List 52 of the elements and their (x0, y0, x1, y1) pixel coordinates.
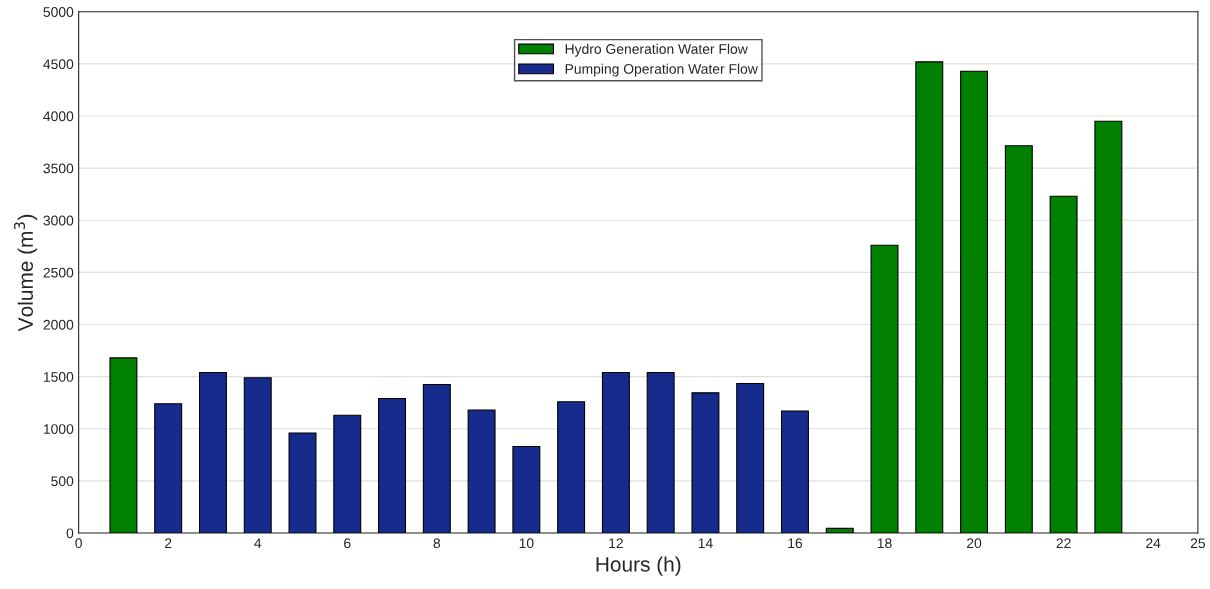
bar (467, 409, 496, 534)
bar (422, 383, 451, 534)
bar (915, 61, 944, 534)
x-tick-label: 16 (788, 538, 803, 549)
bar (512, 445, 541, 534)
x-axis-title: Hours (h) (596, 556, 681, 576)
bar (243, 377, 272, 534)
x-tick-label: 6 (344, 538, 351, 549)
bar (333, 414, 362, 534)
y-tick-label: 500 (51, 476, 74, 487)
x-tick-label: 10 (519, 538, 534, 549)
bar (1004, 145, 1033, 534)
y-tick-label: 3500 (43, 163, 74, 174)
bar (378, 398, 407, 534)
y-tick-label: 2500 (43, 267, 74, 278)
y-tick-label: 4500 (43, 59, 74, 70)
x-tick-label: 24 (1146, 538, 1161, 548)
bar (960, 70, 989, 534)
y-tick-label: 1000 (43, 424, 74, 434)
x-tick-label: 14 (698, 538, 713, 548)
bar (1049, 195, 1078, 534)
bar (780, 410, 809, 534)
x-tick-label: 25 (1190, 538, 1206, 549)
y-tick-label: 1500 (43, 372, 74, 382)
bar (825, 527, 854, 534)
bar (691, 392, 720, 534)
y-tick-label: 4000 (43, 111, 74, 122)
bar (288, 432, 317, 534)
y-tick-label: 0 (66, 528, 74, 539)
x-tick-label: 22 (1056, 538, 1071, 548)
x-tick-label: 4 (254, 538, 262, 548)
bar (736, 382, 765, 534)
y-tick-label: 3000 (43, 215, 74, 226)
y-axis-title: Volume (m$^{3}$) (14, 214, 38, 332)
x-tick-label: 18 (877, 538, 892, 549)
bar (1094, 120, 1123, 534)
y-tick-label: 5000 (43, 7, 74, 17)
bar (870, 244, 899, 534)
x-tick-label: 0 (75, 538, 82, 549)
x-tick-label: 8 (433, 538, 441, 549)
bar (601, 371, 630, 534)
bar (646, 371, 675, 534)
legend-label: Hydro Generation Water Flow (565, 43, 748, 57)
bar (557, 401, 586, 534)
x-tick-label: 20 (967, 538, 982, 549)
x-tick-label: 12 (609, 538, 623, 548)
bar (109, 357, 138, 534)
bar (198, 371, 227, 534)
legend-label: Pumping Operation Water Flow (565, 63, 758, 77)
y-tick-label: 2000 (43, 319, 74, 330)
x-tick-label: 2 (165, 538, 172, 548)
bar (154, 403, 183, 534)
